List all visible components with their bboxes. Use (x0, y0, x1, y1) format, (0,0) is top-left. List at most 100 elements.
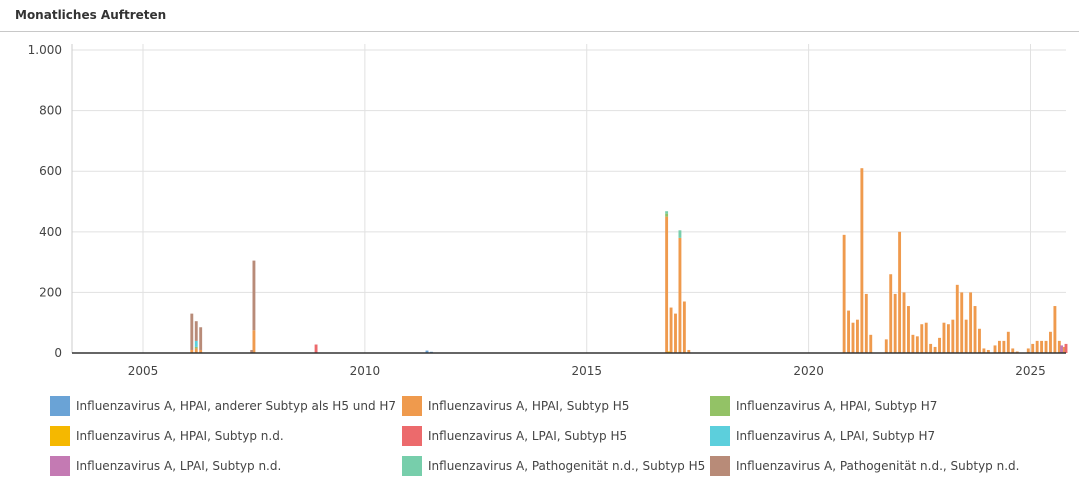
bar-segment[interactable] (884, 339, 888, 353)
bar-segment[interactable] (199, 349, 203, 353)
title-divider (0, 31, 1079, 32)
y-tick-label: 800 (39, 104, 62, 118)
legend-item[interactable]: Influenzavirus A, HPAI, Subtyp H7 (710, 396, 1040, 416)
bar-segment[interactable] (669, 307, 673, 353)
bar-segment[interactable] (893, 293, 897, 353)
bar-segment[interactable] (898, 231, 902, 353)
bar-segment[interactable] (960, 292, 964, 353)
legend-item[interactable]: Influenzavirus A, HPAI, Subtyp n.d. (50, 426, 402, 446)
bar-segment[interactable] (973, 306, 977, 353)
bar-segment[interactable] (665, 211, 669, 214)
legend-swatch (402, 396, 422, 416)
x-tick-label: 2025 (1015, 364, 1046, 378)
legend-item[interactable]: Influenzavirus A, LPAI, Subtyp H7 (710, 426, 1040, 446)
y-tick-label: 0 (54, 346, 62, 360)
x-tick-label: 2020 (793, 364, 824, 378)
x-tick-label: 2015 (571, 364, 602, 378)
bar-segment[interactable] (665, 213, 669, 217)
bar-segment[interactable] (851, 322, 855, 353)
bar-segment[interactable] (1035, 340, 1039, 353)
bar-segment[interactable] (1057, 340, 1061, 353)
bar-segment[interactable] (314, 344, 318, 353)
bar-segment[interactable] (250, 349, 254, 353)
y-tick-label: 1.000 (28, 43, 62, 57)
bar-segment[interactable] (902, 292, 906, 353)
legend-item[interactable]: Influenzavirus A, HPAI, Subtyp H5 (402, 396, 710, 416)
bar-segment[interactable] (1026, 348, 1030, 353)
bar-segment[interactable] (199, 327, 203, 350)
bar-segment[interactable] (920, 324, 924, 353)
bar-segment[interactable] (190, 313, 194, 350)
bar-segment[interactable] (1006, 331, 1010, 353)
bar-segment[interactable] (1044, 340, 1048, 353)
legend-item[interactable]: Influenzavirus A, HPAI, anderer Subtyp a… (50, 396, 402, 416)
bar-segment[interactable] (929, 343, 933, 353)
y-tick-label: 200 (39, 285, 62, 299)
bar-segment[interactable] (942, 322, 946, 353)
bar-segment[interactable] (1053, 306, 1057, 353)
bar-segment[interactable] (194, 348, 198, 353)
bar-segment[interactable] (982, 348, 986, 353)
bar-segment[interactable] (933, 346, 937, 353)
bar-segment[interactable] (1002, 340, 1006, 353)
bar-segment[interactable] (1062, 346, 1066, 353)
legend-label: Influenzavirus A, LPAI, Subtyp H5 (428, 429, 628, 443)
bar-segment[interactable] (847, 310, 851, 353)
bar-segment[interactable] (194, 340, 198, 347)
bar-segment[interactable] (687, 349, 691, 353)
bar-segment[interactable] (911, 334, 915, 353)
bar-segment[interactable] (864, 293, 868, 353)
bar-segment[interactable] (969, 292, 973, 353)
bar-segment[interactable] (678, 230, 682, 238)
bar-segment[interactable] (907, 306, 910, 353)
legend-item[interactable]: Influenzavirus A, Pathogenität n.d., Sub… (402, 456, 710, 476)
bar-segment[interactable] (665, 216, 669, 353)
legend-item[interactable]: Influenzavirus A, LPAI, Subtyp n.d. (50, 456, 402, 476)
bar-segment[interactable] (855, 319, 859, 353)
bar-segment[interactable] (425, 350, 429, 353)
bar-segment[interactable] (252, 260, 256, 331)
legend-label: Influenzavirus A, HPAI, Subtyp H7 (736, 399, 938, 413)
bar-segment[interactable] (194, 321, 198, 341)
bar-segment[interactable] (667, 351, 671, 353)
legend-label: Influenzavirus A, HPAI, Subtyp H5 (428, 399, 630, 413)
bar-segment[interactable] (889, 274, 893, 353)
bar-segment[interactable] (682, 301, 686, 354)
legend-label: Influenzavirus A, LPAI, Subtyp n.d. (76, 459, 282, 473)
bar-segment[interactable] (1049, 331, 1052, 353)
bar-segment[interactable] (674, 313, 677, 353)
bar-segment[interactable] (997, 340, 1001, 353)
bar-segment[interactable] (1011, 348, 1015, 353)
bar-segment[interactable] (1031, 343, 1035, 353)
legend-swatch (402, 426, 422, 446)
bar-segment[interactable] (842, 234, 846, 353)
legend-label: Influenzavirus A, Pathogenität n.d., Sub… (428, 459, 706, 473)
bar-segment[interactable] (194, 346, 198, 349)
panel-title: Monatliches Auftreten (15, 8, 167, 22)
bar-segment[interactable] (955, 284, 959, 353)
legend-label: Influenzavirus A, Pathogenität n.d., Sub… (736, 459, 1020, 473)
legend-swatch (50, 396, 70, 416)
legend-swatch (50, 456, 70, 476)
bar-segment[interactable] (915, 336, 919, 353)
bar-segment[interactable] (1064, 343, 1068, 353)
bar-segment[interactable] (190, 349, 194, 353)
bar-segment[interactable] (924, 322, 928, 353)
bar-segment[interactable] (1040, 340, 1044, 353)
bar-segment[interactable] (978, 328, 981, 353)
bar-segment[interactable] (678, 237, 682, 353)
bar-segment[interactable] (1015, 351, 1019, 353)
bar-segment[interactable] (993, 345, 997, 353)
bar-segment[interactable] (986, 349, 990, 353)
monthly-occurrence-chart: 0 200 400 600 800 1.000 2005 2010 2015 2020 2025 (28, 43, 1068, 378)
bar-segment[interactable] (964, 319, 968, 353)
legend-item[interactable]: Influenzavirus A, LPAI, Subtyp H5 (402, 426, 710, 446)
bar-segment[interactable] (869, 334, 873, 353)
bar-segment[interactable] (946, 324, 950, 353)
bar-segment[interactable] (951, 319, 955, 353)
bar-segment[interactable] (1060, 345, 1064, 353)
bar-segment[interactable] (252, 330, 256, 353)
bar-segment[interactable] (938, 337, 941, 353)
bar-segment[interactable] (860, 168, 864, 353)
legend-item[interactable]: Influenzavirus A, Pathogenität n.d., Sub… (710, 456, 1040, 476)
